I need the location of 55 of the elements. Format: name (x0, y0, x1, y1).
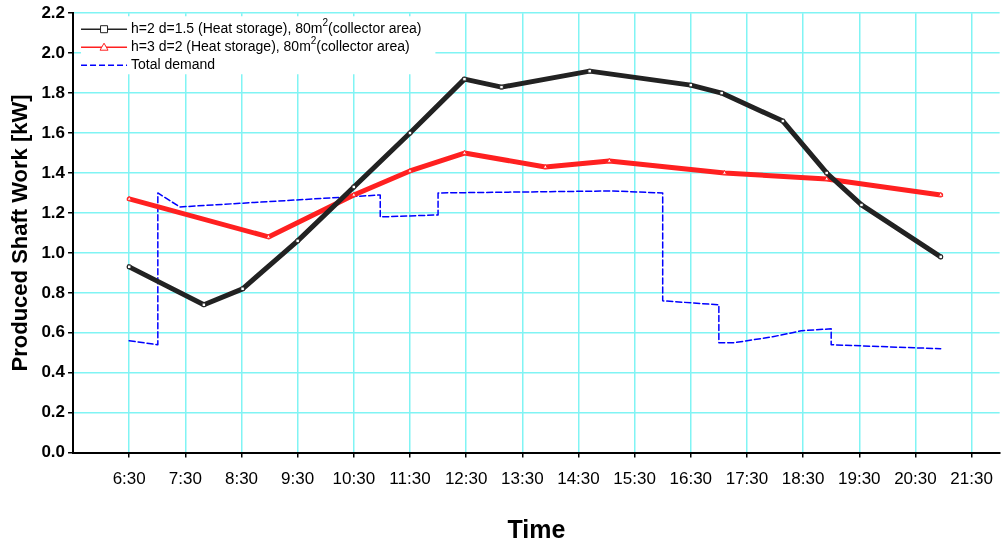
point (126, 195, 132, 201)
x-tick-label: 13:30 (501, 469, 544, 489)
x-axis-title: Time (507, 514, 566, 543)
y-tick-label: 1.6 (41, 122, 66, 142)
x-tick-label: 6:30 (112, 469, 146, 489)
y-tick-label: 1.0 (41, 242, 66, 262)
x-tick-label: 12:30 (444, 469, 488, 489)
point (461, 150, 468, 155)
x-tick-label: 15:30 (613, 469, 656, 489)
y-tick-label: 0.2 (41, 402, 66, 422)
y-tick-label: 0.4 (41, 362, 66, 382)
x-tick-label: 17:30 (725, 469, 769, 489)
x-tick-label: 14:30 (557, 469, 600, 489)
x-tick-label: 19:30 (837, 469, 881, 489)
x-tick-label: 16:30 (669, 469, 713, 489)
y-axis-title: Produced Shaft Work [kW] (7, 94, 33, 372)
x-tick-label: 7:30 (168, 469, 202, 489)
y-tick-label: 0.8 (41, 282, 66, 302)
point (780, 118, 786, 124)
point (938, 191, 944, 197)
point (351, 191, 357, 197)
point (240, 286, 245, 292)
point (824, 175, 830, 181)
legend-label: Total demand (131, 56, 216, 73)
point (688, 82, 694, 88)
point (126, 264, 132, 270)
y-tick-label: 1.8 (41, 82, 66, 102)
point (295, 238, 300, 244)
y-tick-label: 2.0 (41, 42, 66, 62)
x-tick-label: 20:30 (894, 469, 937, 489)
point (721, 169, 728, 175)
line-series (128, 190, 942, 350)
point (938, 254, 943, 260)
y-tick-label: 2.2 (41, 2, 66, 22)
point (462, 76, 467, 82)
y-tick-label: 1.4 (41, 162, 66, 182)
x-tick-label: 8:30 (224, 469, 259, 489)
y-tick-label: 1.2 (41, 202, 66, 222)
point (606, 158, 613, 163)
point (407, 167, 413, 173)
point (824, 170, 829, 176)
y-tick-label: 0.0 (41, 442, 66, 462)
point (719, 90, 724, 96)
point (201, 302, 207, 308)
point (351, 184, 357, 190)
point (587, 68, 592, 74)
x-tick-label: 11:30 (389, 469, 431, 489)
y-tick-label: 0.6 (41, 322, 66, 342)
point (542, 163, 548, 169)
x-tick-label: 9:30 (281, 469, 315, 489)
x-tick-label: 21:30 (950, 469, 993, 489)
point (859, 202, 864, 208)
x-tick-label: 10:30 (332, 469, 376, 489)
x-tick-label: 18:30 (781, 469, 825, 489)
point (499, 84, 504, 90)
